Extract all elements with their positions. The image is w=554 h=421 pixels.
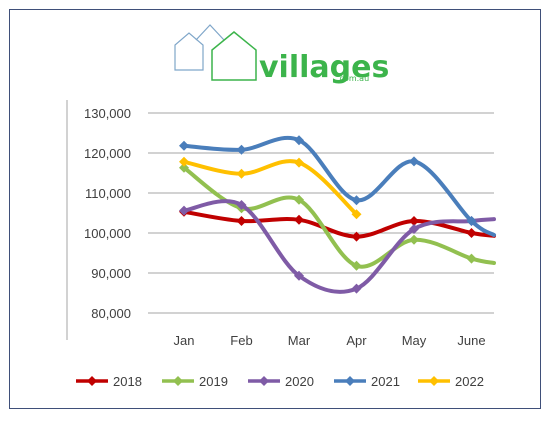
data-point-marker [236, 144, 247, 155]
data-point-marker [294, 194, 304, 205]
series-2018 [179, 206, 496, 242]
gridlines [148, 112, 494, 314]
data-point-marker [351, 231, 362, 242]
y-tick-label: 80,000 [91, 306, 131, 321]
logo-subtext: .com.au [337, 74, 369, 83]
series-line [182, 159, 359, 217]
data-point-marker [466, 216, 477, 226]
legend-marker [173, 376, 183, 386]
y-tick-label: 110,000 [85, 186, 131, 201]
legend-label: 2020 [285, 374, 314, 389]
y-tick-label: 120,000 [84, 146, 131, 161]
legend-item-2020: 2020 [248, 374, 314, 389]
data-point-marker [294, 214, 304, 225]
data-point-marker [179, 205, 189, 216]
x-tick-label: Apr [346, 333, 367, 348]
data-point-marker [351, 209, 362, 220]
y-tick-label: 100,000 [84, 226, 131, 241]
x-tick-label: May [402, 333, 427, 348]
logo-text: villages [259, 50, 389, 85]
series-2019 [179, 162, 496, 271]
chart-frame [9, 9, 541, 409]
data-point-marker [409, 216, 419, 226]
data-point-marker [236, 216, 247, 226]
series-2021 [179, 135, 496, 237]
houses-logo-icon [174, 24, 257, 81]
legend-marker [429, 376, 439, 386]
data-point-marker [294, 270, 304, 281]
data-point-marker [179, 140, 189, 151]
data-point-marker [351, 260, 362, 271]
series-line [182, 165, 496, 269]
legend-marker [259, 376, 269, 386]
legend-marker [87, 376, 97, 386]
y-tick-label: 130,000 [84, 106, 131, 121]
legend-item-2018: 2018 [76, 374, 142, 389]
data-point-marker [409, 224, 419, 234]
x-tick-label: Jan [174, 333, 195, 348]
legend-item-2019: 2019 [162, 374, 228, 389]
x-tick-label: June [457, 333, 485, 348]
legend-marker [345, 376, 355, 386]
legend-item-2022: 2022 [418, 374, 484, 389]
data-point-marker [351, 283, 362, 294]
legend-label: 2019 [199, 374, 228, 389]
data-point-marker [179, 162, 189, 173]
legend-label: 2018 [113, 374, 142, 389]
y-tick-label: 90,000 [91, 266, 131, 281]
x-tick-label: Mar [288, 333, 311, 348]
legend-label: 2021 [371, 374, 400, 389]
data-point-marker [236, 200, 247, 210]
data-point-marker [351, 195, 362, 206]
data-point-marker [236, 168, 247, 179]
legend: 2018 2019 2020 2021 2022 [76, 374, 484, 389]
data-point-marker [294, 135, 304, 146]
legend-label: 2022 [455, 374, 484, 389]
data-point-marker [179, 156, 189, 167]
legend-item-2021: 2021 [334, 374, 400, 389]
data-point-marker [409, 234, 419, 245]
series-2022 [179, 156, 362, 220]
data-point-marker [294, 157, 304, 168]
logo: villages .com.au [174, 24, 389, 85]
x-tick-label: Feb [230, 333, 252, 348]
data-point-marker [466, 253, 477, 264]
x-axis-ticks: Jan Feb Mar Apr May June [174, 333, 486, 348]
data-point-marker [409, 156, 419, 167]
y-axis-ticks: 80,000 90,000 100,000 110,000 120,000 130,000 [84, 106, 131, 321]
data-point-marker [466, 228, 477, 238]
series-lines [179, 135, 496, 294]
